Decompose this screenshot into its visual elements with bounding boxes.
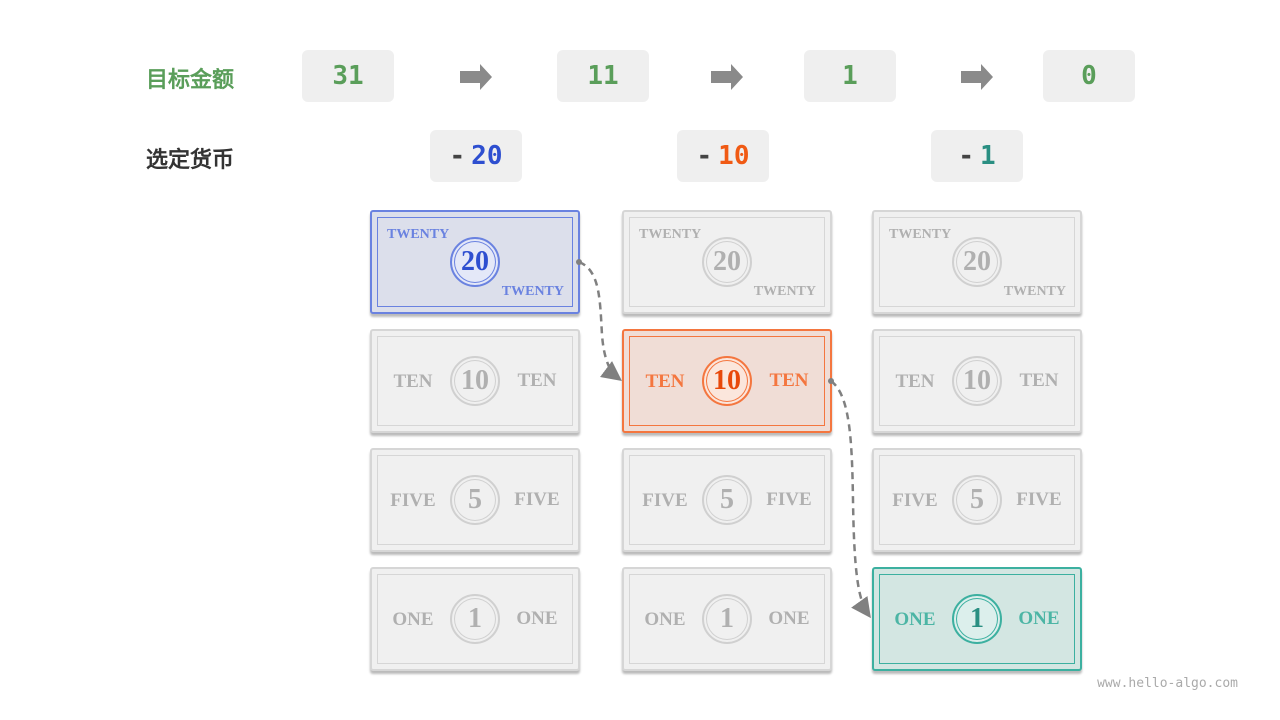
note-word: ONE <box>516 608 558 629</box>
note-value-circle: 20 <box>952 237 1002 287</box>
note-value-circle: 1 <box>952 594 1002 644</box>
note-word: ONE <box>768 608 810 629</box>
banknote-1: ONE ONE 1 <box>370 567 580 671</box>
note-value-circle: 5 <box>952 475 1002 525</box>
note-word: FIVE <box>766 489 812 510</box>
note-value: 1 <box>720 603 734 634</box>
note-word: ONE <box>894 609 936 630</box>
note-value: 20 <box>713 246 741 277</box>
banknote-20: TWENTY TWENTY 20 <box>872 210 1082 314</box>
note-value: 5 <box>720 484 734 515</box>
banknote-1: ONE ONE 1 <box>622 567 832 671</box>
note-word: TEN <box>645 371 685 392</box>
minus-sign: - <box>449 141 466 171</box>
minus-sign: - <box>696 141 713 171</box>
banknote-5: FIVE FIVE 5 <box>622 448 832 552</box>
note-value: 1 <box>468 603 482 634</box>
banknote-5: FIVE FIVE 5 <box>370 448 580 552</box>
note-word: TWENTY <box>753 284 816 299</box>
note-word: TEN <box>769 370 809 391</box>
note-word: TWENTY <box>889 227 952 242</box>
note-value: 20 <box>461 246 489 277</box>
note-value-circle: 5 <box>702 475 752 525</box>
coin-value: 10 <box>718 141 750 171</box>
note-word: FIVE <box>642 490 688 511</box>
note-value-circle: 10 <box>952 356 1002 406</box>
note-word: FIVE <box>1016 489 1062 510</box>
target-box: 1 <box>804 50 896 102</box>
arrow-right-icon <box>460 64 492 90</box>
note-value-circle: 20 <box>450 237 500 287</box>
banknote-5: FIVE FIVE 5 <box>872 448 1082 552</box>
note-value: 1 <box>970 603 984 634</box>
note-value-circle: 1 <box>450 594 500 644</box>
selected-coin-box: -1 <box>931 130 1023 182</box>
note-word: TEN <box>393 371 433 392</box>
note-word: ONE <box>392 609 434 630</box>
coin-value: 20 <box>471 141 503 171</box>
note-value: 10 <box>713 365 741 396</box>
note-value: 20 <box>963 246 991 277</box>
banknote-10: TEN TEN 10 <box>622 329 832 433</box>
note-value-circle: 5 <box>450 475 500 525</box>
banknote-20: TWENTY TWENTY 20 <box>370 210 580 314</box>
arrow-right-icon <box>711 64 743 90</box>
note-value-circle: 20 <box>702 237 752 287</box>
banknote-10: TEN TEN 10 <box>370 329 580 433</box>
note-word: TWENTY <box>1003 284 1066 299</box>
target-box: 0 <box>1043 50 1135 102</box>
note-word: TEN <box>1019 370 1059 391</box>
target-box: 11 <box>557 50 649 102</box>
note-value-circle: 10 <box>702 356 752 406</box>
note-value-circle: 10 <box>450 356 500 406</box>
target-amount-label: 目标金额 <box>146 68 235 93</box>
note-word: ONE <box>1018 608 1060 629</box>
note-word: FIVE <box>390 490 436 511</box>
selected-coin-box: -20 <box>430 130 522 182</box>
note-value: 5 <box>468 484 482 515</box>
note-value-circle: 1 <box>702 594 752 644</box>
note-value: 10 <box>963 365 991 396</box>
selected-coin-box: -10 <box>677 130 769 182</box>
note-word: TWENTY <box>387 227 450 242</box>
note-word: FIVE <box>514 489 560 510</box>
note-word: ONE <box>644 609 686 630</box>
coin-value: 1 <box>980 141 996 171</box>
note-word: TEN <box>517 370 557 391</box>
minus-sign: - <box>958 141 974 171</box>
note-word: TWENTY <box>501 284 564 299</box>
arrow-right-icon <box>961 64 993 90</box>
target-box: 31 <box>302 50 394 102</box>
note-value: 5 <box>970 484 984 515</box>
dashed-arrow <box>578 260 622 382</box>
selected-coin-label: 选定货币 <box>146 148 235 173</box>
note-word: FIVE <box>892 490 938 511</box>
banknote-10: TEN TEN 10 <box>872 329 1082 433</box>
watermark: www.hello-algo.com <box>1097 676 1238 691</box>
note-value: 10 <box>461 365 489 396</box>
banknote-1: ONE ONE 1 <box>872 567 1082 671</box>
dashed-arrow <box>830 379 871 619</box>
note-word: TWENTY <box>639 227 702 242</box>
banknote-20: TWENTY TWENTY 20 <box>622 210 832 314</box>
note-word: TEN <box>895 371 935 392</box>
